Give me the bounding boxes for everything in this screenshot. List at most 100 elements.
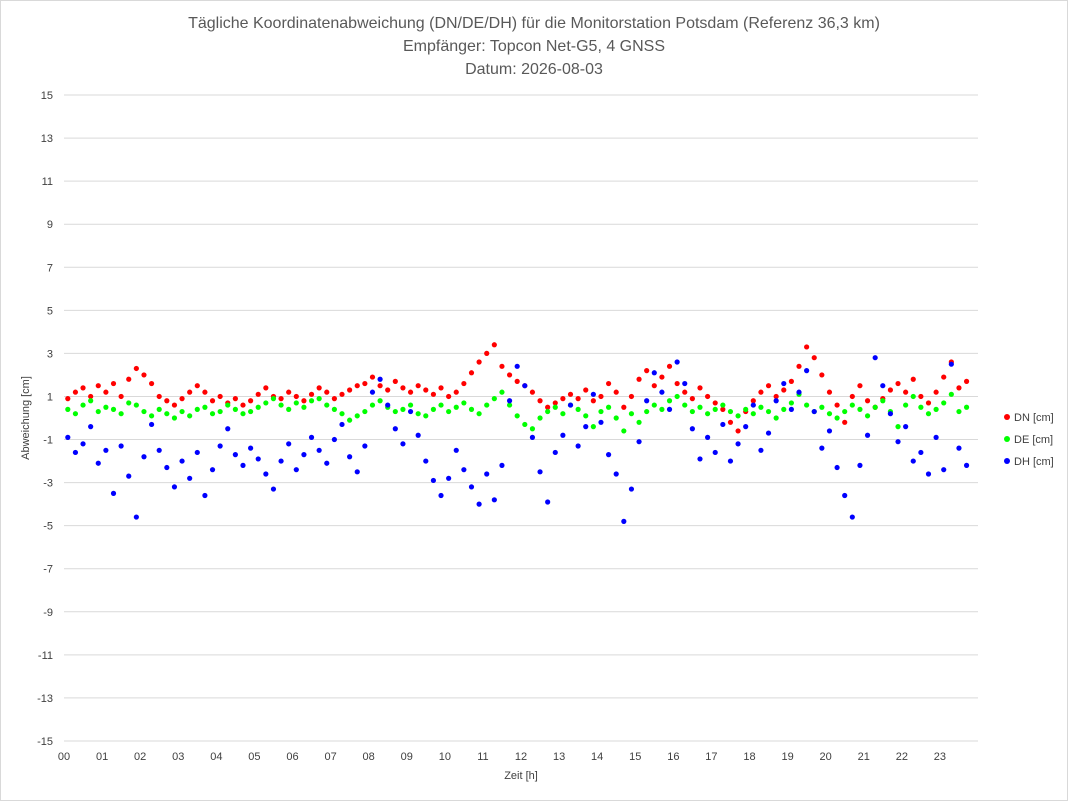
legend-label: DN [cm]: [1014, 412, 1054, 424]
x-tick-label: 12: [515, 751, 527, 763]
data-point: [263, 471, 269, 477]
data-point: [194, 449, 200, 456]
data-point: [735, 428, 741, 434]
data-point: [834, 415, 840, 421]
data-point: [141, 454, 147, 460]
y-tick-label: -9: [43, 607, 53, 619]
data-point: [65, 406, 71, 412]
data-point: [126, 400, 132, 406]
data-point: [354, 413, 360, 419]
series-dh: [65, 355, 970, 524]
data-point: [933, 389, 939, 395]
data-point: [110, 406, 117, 412]
data-point: [804, 344, 810, 350]
series-de: [65, 389, 970, 434]
data-point: [308, 391, 315, 397]
data-point: [903, 389, 909, 395]
data-point: [430, 477, 437, 484]
data-point: [179, 396, 185, 402]
data-point: [857, 406, 863, 412]
data-point: [956, 408, 962, 415]
data-point: [887, 411, 894, 417]
data-point: [963, 378, 970, 384]
data-point: [65, 434, 71, 440]
data-point: [628, 393, 635, 400]
data-point: [590, 391, 596, 397]
data-point: [339, 421, 345, 428]
data-point: [567, 402, 574, 408]
data-point: [255, 456, 261, 462]
data-point: [758, 389, 764, 395]
data-point: [773, 398, 779, 404]
data-point: [354, 469, 360, 475]
legend-marker: [1004, 436, 1010, 442]
data-point: [88, 424, 94, 430]
data-point: [171, 415, 178, 421]
y-tick-label: 13: [41, 133, 53, 145]
data-point: [430, 406, 437, 412]
data-point: [887, 387, 894, 393]
data-point: [514, 363, 520, 369]
data-point: [499, 389, 505, 395]
data-point: [705, 434, 711, 440]
data-point: [872, 355, 878, 361]
data-point: [248, 398, 254, 404]
data-point: [446, 393, 452, 400]
data-point: [682, 389, 688, 395]
data-point: [621, 428, 627, 434]
data-point: [72, 389, 79, 395]
data-point: [187, 475, 193, 481]
data-point: [118, 443, 124, 449]
chart-date: Datum: 2026-08-03: [465, 61, 603, 78]
data-point: [956, 385, 962, 391]
legend: DN [cm] DE [cm] DH [cm]: [1004, 412, 1054, 468]
x-tick-label: 05: [248, 751, 260, 763]
data-point: [903, 402, 909, 408]
data-point: [583, 413, 589, 419]
data-point: [156, 406, 162, 412]
data-point: [545, 499, 551, 505]
data-point: [446, 408, 452, 415]
data-point: [187, 413, 193, 419]
data-point: [103, 389, 109, 395]
data-point: [392, 426, 398, 432]
data-point: [88, 398, 94, 404]
data-point: [796, 363, 802, 369]
data-point: [179, 408, 185, 415]
data-point: [666, 363, 673, 369]
data-point: [400, 406, 406, 412]
data-point: [324, 389, 330, 395]
data-point: [339, 391, 345, 397]
data-point: [95, 460, 101, 466]
data-point: [286, 441, 292, 447]
data-point: [925, 471, 932, 477]
data-point: [849, 402, 855, 408]
data-point: [529, 434, 536, 440]
data-point: [141, 408, 147, 415]
y-tick-labels: 15 13 11 9 7 5 3 1 -1 -3 -5 -7 -9 -11 -13 -15: [37, 90, 53, 748]
data-point: [232, 406, 238, 412]
data-point: [133, 365, 139, 372]
data-point: [407, 389, 414, 395]
data-point: [240, 462, 246, 468]
data-point: [598, 393, 604, 400]
data-point: [537, 415, 543, 421]
data-point: [651, 383, 657, 389]
data-point: [316, 447, 322, 453]
data-point: [324, 460, 330, 466]
data-point: [590, 424, 596, 430]
data-point: [385, 387, 391, 393]
data-point: [537, 469, 543, 475]
data-point: [720, 406, 726, 412]
data-point: [407, 408, 414, 415]
chart-title: Tägliche Koordinatenabweichung (DN/DE/DH…: [188, 15, 880, 32]
data-point: [217, 393, 223, 400]
data-point: [95, 408, 101, 415]
data-point: [735, 413, 741, 419]
legend-marker: [1004, 414, 1010, 420]
data-point: [506, 402, 513, 408]
data-point: [240, 411, 246, 417]
data-point: [689, 408, 695, 415]
data-point: [529, 426, 536, 432]
data-point: [377, 398, 383, 404]
